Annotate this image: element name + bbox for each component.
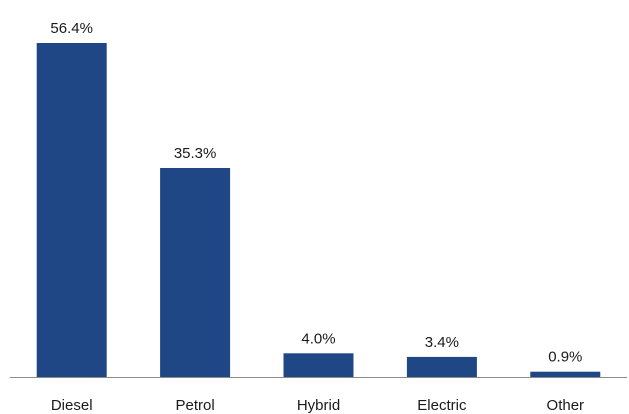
data-labels-layer: 56.4% 35.3% 4.0% 3.4% 0.9% [50, 20, 582, 366]
bar-petrol [160, 168, 231, 377]
bar-other [530, 371, 601, 377]
bar-diesel [36, 43, 107, 377]
data-label-diesel: 56.4% [50, 20, 93, 37]
data-label-hybrid: 4.0% [301, 330, 335, 347]
data-label-electric: 3.4% [425, 334, 459, 351]
data-label-other: 0.9% [548, 349, 582, 366]
x-tick-label-other: Other [547, 397, 585, 414]
bar-hybrid [283, 353, 354, 377]
bar-electric [406, 356, 477, 377]
x-tick-label-petrol: Petrol [176, 397, 215, 414]
x-tick-label-diesel: Diesel [51, 397, 93, 414]
x-tick-labels-layer: Diesel Petrol Hybrid Electric Other [51, 397, 584, 414]
x-tick-label-hybrid: Hybrid [297, 397, 340, 414]
x-tick-label-electric: Electric [417, 397, 467, 414]
data-label-petrol: 35.3% [174, 145, 217, 162]
bars-layer [36, 43, 601, 377]
